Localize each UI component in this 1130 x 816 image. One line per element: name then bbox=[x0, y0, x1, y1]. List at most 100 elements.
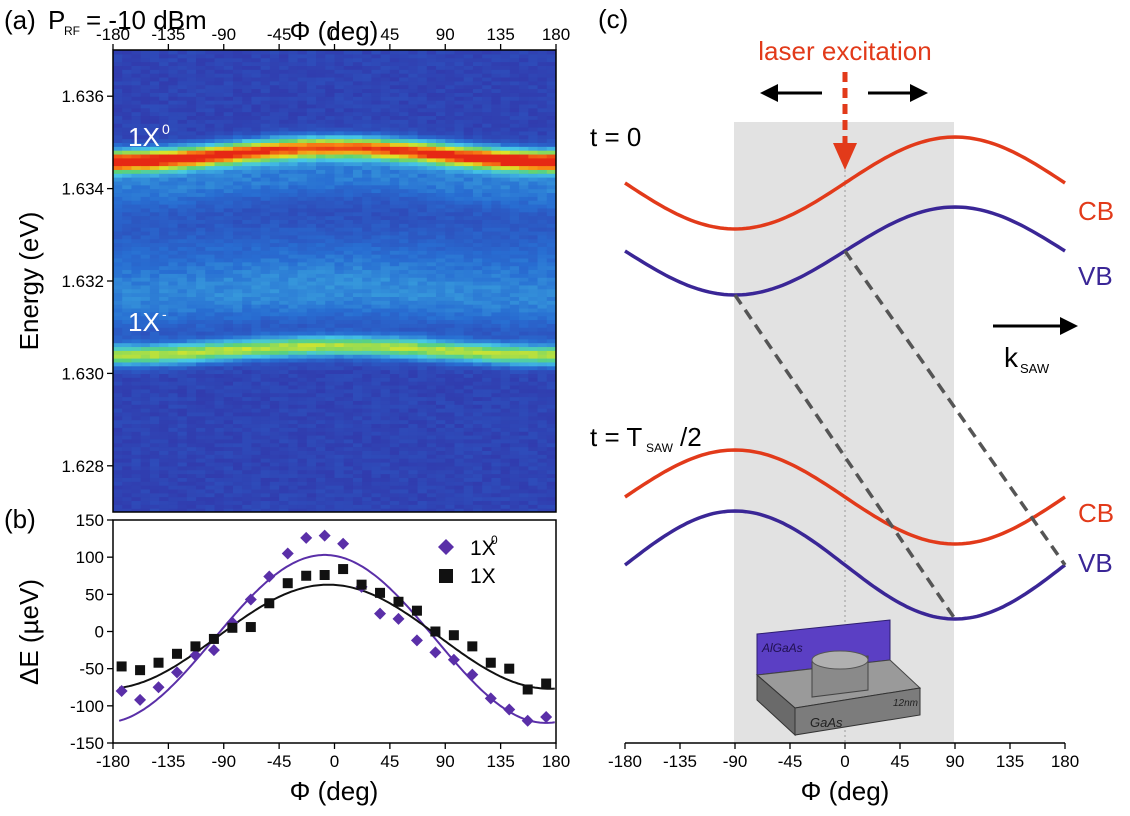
heatmap-cell bbox=[232, 296, 243, 301]
heatmap-cell bbox=[482, 250, 492, 255]
heatmap-cell bbox=[362, 211, 373, 217]
heatmap-cell bbox=[122, 307, 133, 313]
heatmap-cell bbox=[306, 273, 317, 278]
heatmap-cell bbox=[186, 219, 197, 224]
heatmap-cell bbox=[113, 504, 123, 509]
heatmap-cell bbox=[399, 246, 409, 251]
heatmap-cell bbox=[491, 234, 502, 240]
heatmap-cell bbox=[454, 377, 465, 382]
heatmap-cell bbox=[334, 57, 345, 63]
heatmap-cell bbox=[122, 450, 133, 455]
heatmap-cell bbox=[269, 504, 280, 509]
heatmap-cell bbox=[232, 319, 243, 324]
heatmap-cell bbox=[168, 369, 179, 374]
heatmap-cell bbox=[232, 61, 243, 66]
heatmap-cell bbox=[389, 504, 400, 509]
heatmap-cell bbox=[260, 80, 271, 86]
heatmap-cell bbox=[436, 227, 446, 232]
heatmap-cell bbox=[113, 250, 123, 255]
heatmap-cell bbox=[436, 450, 446, 455]
heatmap-cell bbox=[417, 69, 428, 74]
heatmap-cell bbox=[122, 127, 133, 132]
heatmap-cell bbox=[251, 161, 262, 167]
heatmap-cell bbox=[454, 88, 465, 93]
heatmap-cell bbox=[380, 196, 391, 201]
heatmap-cell bbox=[491, 288, 502, 294]
heatmap-cell bbox=[426, 277, 437, 282]
heatmap-cell bbox=[223, 92, 234, 97]
heatmap-cell bbox=[426, 153, 437, 159]
heatmap-cell bbox=[389, 342, 400, 348]
heatmap-cell bbox=[177, 165, 188, 170]
heatmap-cell bbox=[306, 169, 317, 174]
heatmap-cell bbox=[426, 338, 437, 344]
heatmap-cell bbox=[279, 177, 289, 182]
heatmap-cell bbox=[223, 107, 234, 113]
heatmap-cell bbox=[389, 350, 400, 355]
heatmap-cell bbox=[205, 477, 216, 482]
heatmap-cell bbox=[417, 381, 428, 386]
heatmap-cell bbox=[196, 180, 206, 186]
heatmap-cell bbox=[316, 477, 326, 482]
heatmap-cell bbox=[334, 300, 345, 305]
heatmap-cell bbox=[408, 207, 419, 213]
heatmap-cell bbox=[223, 238, 234, 244]
heatmap-cell bbox=[362, 223, 373, 228]
heatmap-cell bbox=[269, 296, 280, 301]
heatmap-cell bbox=[131, 127, 142, 132]
heatmap-cell bbox=[297, 392, 308, 398]
heatmap-cell bbox=[482, 53, 492, 59]
heatmap-cell bbox=[399, 319, 409, 324]
heatmap-cell bbox=[362, 304, 373, 309]
heatmap-cell bbox=[131, 323, 142, 328]
heatmap-cell bbox=[205, 223, 216, 228]
heatmap-cell bbox=[232, 346, 243, 351]
heatmap-cell bbox=[371, 450, 382, 455]
heatmap-cell bbox=[251, 473, 262, 478]
heatmap-cell bbox=[334, 177, 345, 182]
heatmap-cell bbox=[260, 65, 271, 70]
heatmap-cell bbox=[482, 431, 492, 436]
heatmap-cell bbox=[177, 492, 188, 498]
heatmap-cell bbox=[242, 496, 253, 502]
heatmap-cell bbox=[279, 173, 289, 178]
heatmap-cell bbox=[352, 331, 363, 336]
heatmap-cell bbox=[463, 115, 474, 120]
heatmap-cell bbox=[196, 477, 206, 482]
heatmap-cell bbox=[269, 415, 280, 421]
heatmap-cell bbox=[454, 400, 465, 405]
heatmap-cell bbox=[389, 315, 400, 321]
heatmap-cell bbox=[472, 423, 483, 428]
heatmap-cell bbox=[177, 319, 188, 324]
heatmap-cell bbox=[445, 227, 456, 232]
heatmap-cell bbox=[122, 492, 133, 498]
heatmap-cell bbox=[242, 107, 253, 113]
heatmap-cell bbox=[279, 408, 289, 413]
heatmap-cell bbox=[454, 138, 465, 143]
heatmap-cell bbox=[159, 115, 169, 120]
heatmap-cell bbox=[232, 492, 243, 498]
heatmap-cell bbox=[380, 311, 391, 317]
heatmap-cell bbox=[186, 173, 197, 178]
heatmap-cell bbox=[288, 184, 299, 190]
heatmap-cell bbox=[408, 334, 419, 340]
heatmap-cell bbox=[288, 404, 299, 409]
heatmap-cell bbox=[343, 377, 354, 382]
heatmap-cell bbox=[297, 300, 308, 305]
heatmap-cell bbox=[426, 184, 437, 190]
heatmap-cell bbox=[288, 304, 299, 309]
heatmap-cell bbox=[454, 76, 465, 82]
heatmap-cell bbox=[177, 211, 188, 217]
heatmap-cell bbox=[122, 177, 133, 182]
heatmap-cell bbox=[472, 219, 483, 224]
heatmap-cell bbox=[279, 319, 289, 324]
heatmap-cell bbox=[417, 196, 428, 201]
heatmap-cell bbox=[316, 492, 326, 498]
heatmap-cell bbox=[269, 177, 280, 182]
heatmap-cell bbox=[316, 261, 326, 267]
heatmap-cell bbox=[325, 123, 336, 128]
heatmap-cell bbox=[380, 319, 391, 324]
heatmap-cell bbox=[352, 277, 363, 282]
heatmap-cell bbox=[325, 454, 336, 459]
heatmap-cell bbox=[316, 180, 326, 186]
